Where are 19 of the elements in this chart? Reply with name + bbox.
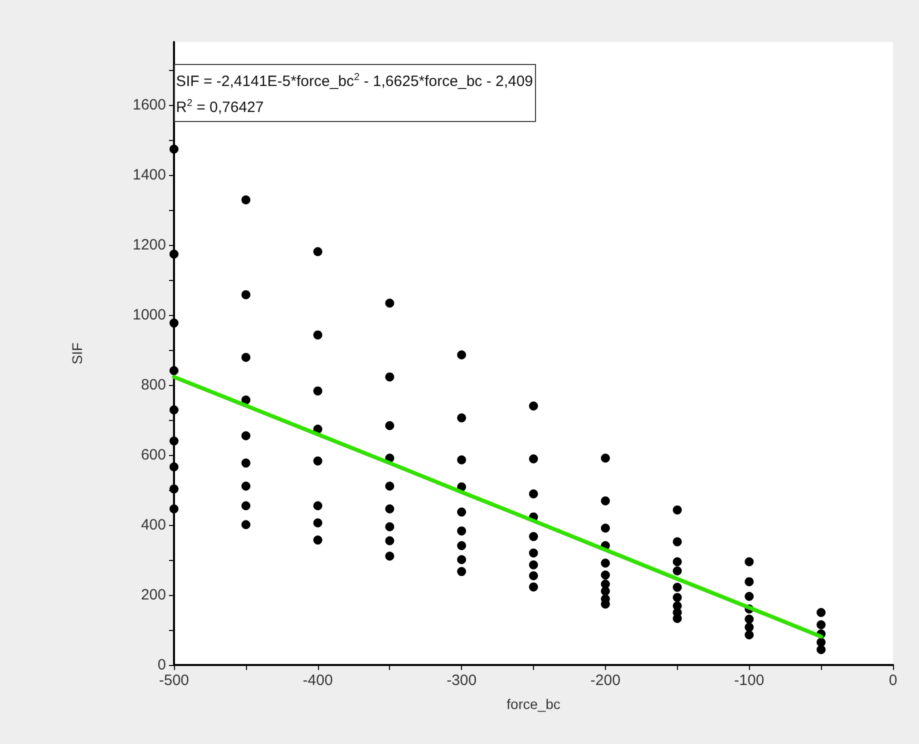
y-axis-title: SIF <box>69 342 85 364</box>
x-tick-label: -100 <box>734 672 764 689</box>
x-tick-label: -300 <box>446 672 477 689</box>
y-tick-label: 600 <box>140 446 166 464</box>
annotation: R$^{2}$ = 0,76427 <box>176 98 264 116</box>
y-tick-label: 400 <box>140 516 166 534</box>
x-axis-title: force_bc <box>506 696 560 712</box>
x-tick-label: -200 <box>590 672 620 689</box>
annotation: SIF = -2,4141E-5*force_bc$^{2}$ - 1,6625*force_bc - 2,409 <box>176 72 534 90</box>
y-tick-label: 1000 <box>132 306 166 324</box>
x-tick-label: -500 <box>158 672 190 689</box>
y-tick-label: 200 <box>140 586 166 604</box>
y-tick-label: 1200 <box>132 236 166 254</box>
y-tick-label: 800 <box>140 376 166 394</box>
x-tick-label: -400 <box>302 672 333 689</box>
y-tick-label: 1400 <box>132 166 166 184</box>
y-tick-label: 1600 <box>132 96 166 114</box>
y-tick-label: 0 <box>158 656 166 674</box>
x-tick-label: 0 <box>888 672 898 689</box>
